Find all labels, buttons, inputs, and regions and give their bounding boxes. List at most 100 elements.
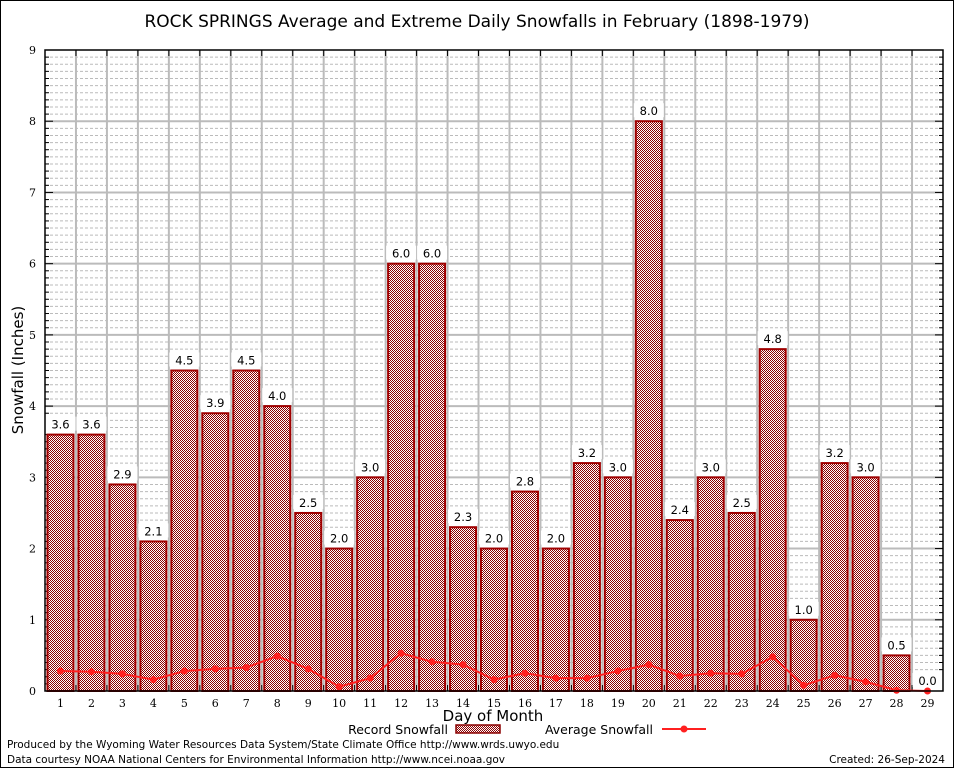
average-point-day-11 xyxy=(366,674,374,682)
x-tick-label: 5 xyxy=(181,697,188,710)
bar-record-day-9 xyxy=(294,511,323,693)
bar-value-label: 3.0 xyxy=(856,460,874,474)
bar-value-label: 0.5 xyxy=(887,638,905,652)
bar-label-bg xyxy=(695,459,726,474)
average-point-day-19 xyxy=(614,667,622,675)
y-tick-label: 8 xyxy=(29,115,36,128)
x-tick-label: 13 xyxy=(425,697,439,710)
bar-labels: 3.6 3.6 2.9 2.1 4.5 3.9 4.5 4.0 2.5 2.0 3.0 6.0 6.0 2… xyxy=(45,103,943,688)
bar-label-bg xyxy=(262,388,293,403)
bar-record-day-20 xyxy=(634,120,663,692)
average-point-day-2 xyxy=(87,668,95,676)
bar-record-day-2 xyxy=(77,433,106,692)
average-point-day-18 xyxy=(583,674,591,682)
bar-value-label: 3.0 xyxy=(609,460,627,474)
average-point-day-3 xyxy=(118,670,126,678)
y-tick-label: 0 xyxy=(29,685,36,698)
bar-value-label: 3.2 xyxy=(825,446,843,460)
bar-record-day-19 xyxy=(603,476,632,693)
footer-produced-by: Produced by the Wyoming Water Resources … xyxy=(7,739,559,751)
bar-label-bg xyxy=(169,352,200,367)
average-point-day-16 xyxy=(521,669,529,677)
bar-record-day-5 xyxy=(170,369,199,692)
average-point-day-7 xyxy=(242,663,250,671)
legend-label-record: Record Snowfall xyxy=(348,722,448,737)
legend-marker-average xyxy=(680,725,688,733)
average-point-day-26 xyxy=(831,671,839,679)
x-tick-label: 20 xyxy=(642,697,656,710)
x-tick-label: 12 xyxy=(394,697,408,710)
x-tick-label: 19 xyxy=(611,697,625,710)
average-point-day-14 xyxy=(459,661,467,669)
bar-record-day-11 xyxy=(356,476,385,693)
bar-record-day-27 xyxy=(851,476,880,693)
bar-value-label: 2.5 xyxy=(299,496,317,510)
bar-record-day-12 xyxy=(387,262,416,692)
average-point-day-4 xyxy=(149,676,157,684)
bar-record-day-8 xyxy=(263,405,292,692)
x-tick-label: 1 xyxy=(57,697,64,710)
x-tick-label: 21 xyxy=(673,697,687,710)
average-point-day-20 xyxy=(645,661,653,669)
bar-label-bg xyxy=(819,445,850,460)
x-tick-label: 9 xyxy=(305,697,312,710)
bar-value-label: 6.0 xyxy=(392,247,410,261)
x-tick-label: 16 xyxy=(518,697,532,710)
grid xyxy=(45,50,943,691)
bar-label-bg xyxy=(355,459,386,474)
y-axis-title: Snowfall (Inches) xyxy=(9,306,27,434)
bar-record-day-3 xyxy=(108,483,137,693)
bar-value-label: 2.3 xyxy=(454,510,472,524)
bar-label-bg xyxy=(76,416,107,431)
bar-label-bg xyxy=(293,494,324,509)
average-point-day-23 xyxy=(738,670,746,678)
average-point-day-24 xyxy=(769,653,777,661)
bar-label-bg xyxy=(788,601,819,616)
bar-label-bg xyxy=(231,352,262,367)
bar-label-bg xyxy=(757,331,788,346)
bar-label-bg xyxy=(912,673,943,687)
bar-record-day-6 xyxy=(201,412,230,692)
bar-value-label: 2.0 xyxy=(547,532,565,546)
bar-value-label: 2.9 xyxy=(113,467,131,481)
x-tick-label: 23 xyxy=(735,697,749,710)
bar-record-day-25 xyxy=(789,618,818,692)
bar-value-label: 3.2 xyxy=(578,446,596,460)
x-tick-label: 28 xyxy=(890,697,904,710)
bar-value-label: 4.5 xyxy=(237,354,255,368)
bar-label-bg xyxy=(479,530,509,545)
average-point-day-8 xyxy=(273,652,281,660)
average-line xyxy=(56,649,932,695)
x-axis-title: Day of Month xyxy=(443,707,544,725)
x-tick-label: 18 xyxy=(580,697,594,710)
y-tick-label: 4 xyxy=(29,400,36,413)
bar-record-day-26 xyxy=(820,462,849,693)
bar-label-bg xyxy=(633,103,664,118)
bar-label-bg xyxy=(386,245,417,260)
bar-value-label: 3.6 xyxy=(51,418,69,432)
y-tick-label: 2 xyxy=(29,543,36,556)
x-tick-label: 15 xyxy=(487,697,501,710)
average-point-day-6 xyxy=(211,665,219,673)
average-point-day-17 xyxy=(552,674,560,682)
average-point-day-21 xyxy=(676,672,684,680)
bar-label-bg xyxy=(540,530,571,545)
bar-value-label: 3.0 xyxy=(361,460,379,474)
legend-label-average: Average Snowfall xyxy=(545,722,653,737)
bar-value-label: 3.0 xyxy=(702,460,720,474)
bar-record-day-16 xyxy=(510,490,539,693)
average-point-day-15 xyxy=(490,676,498,684)
average-point-day-5 xyxy=(180,667,188,675)
average-point-day-22 xyxy=(707,669,715,677)
y-tick-label: 7 xyxy=(29,186,36,199)
x-tick-label: 29 xyxy=(921,697,935,710)
bar-value-label: 1.0 xyxy=(795,603,813,617)
bar-record-day-1 xyxy=(46,433,75,692)
bar-record-day-28 xyxy=(882,654,911,693)
x-tick-label: 4 xyxy=(150,697,157,710)
x-tick-label: 24 xyxy=(766,697,780,710)
bar-label-bg xyxy=(881,637,912,652)
bar-value-label: 6.0 xyxy=(423,247,441,261)
bar-record-day-7 xyxy=(232,369,261,692)
